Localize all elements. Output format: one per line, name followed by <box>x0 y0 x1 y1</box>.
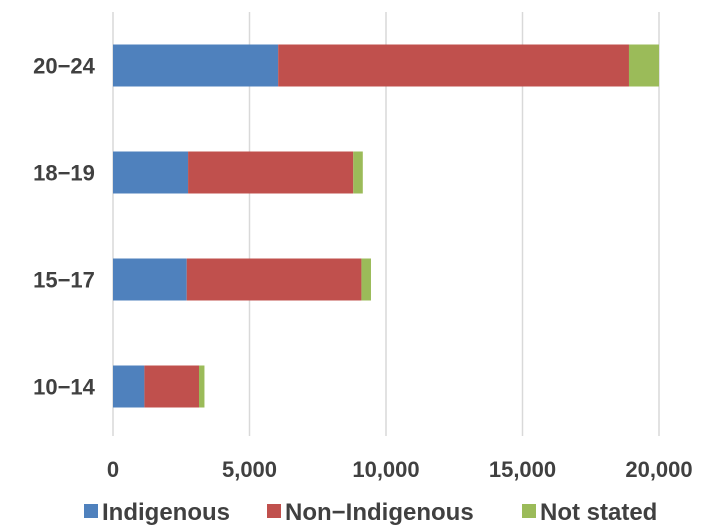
bar-segment <box>113 44 279 87</box>
x-tick-label: 20,000 <box>625 457 692 482</box>
bar-segment <box>278 44 629 87</box>
x-tick-label: 15,000 <box>489 457 556 482</box>
bar-segment <box>113 258 187 301</box>
bar-segment <box>628 44 659 87</box>
bar-segment <box>188 151 354 194</box>
category-label: 18−19 <box>33 161 95 186</box>
bar-segment <box>113 365 145 408</box>
bar-segment <box>186 258 362 301</box>
legend-swatch <box>267 504 281 518</box>
category-label: 15−17 <box>33 268 95 293</box>
legend-label: Non−Indigenous <box>285 499 474 526</box>
bar-segment <box>113 151 189 194</box>
x-tick-label: 5,000 <box>222 457 277 482</box>
category-label: 10−14 <box>33 375 96 400</box>
legend-swatch <box>84 504 98 518</box>
legend-label: Not stated <box>540 499 657 526</box>
legend-swatch <box>522 504 536 518</box>
bar-segment <box>144 365 199 408</box>
x-tick-label: 10,000 <box>352 457 419 482</box>
bar-segment <box>361 258 371 301</box>
bar-segment <box>198 365 205 408</box>
legend-label: Indigenous <box>102 499 230 526</box>
bar-segment <box>353 151 363 194</box>
category-label: 20−24 <box>33 54 96 79</box>
x-tick-label: 0 <box>107 457 119 482</box>
